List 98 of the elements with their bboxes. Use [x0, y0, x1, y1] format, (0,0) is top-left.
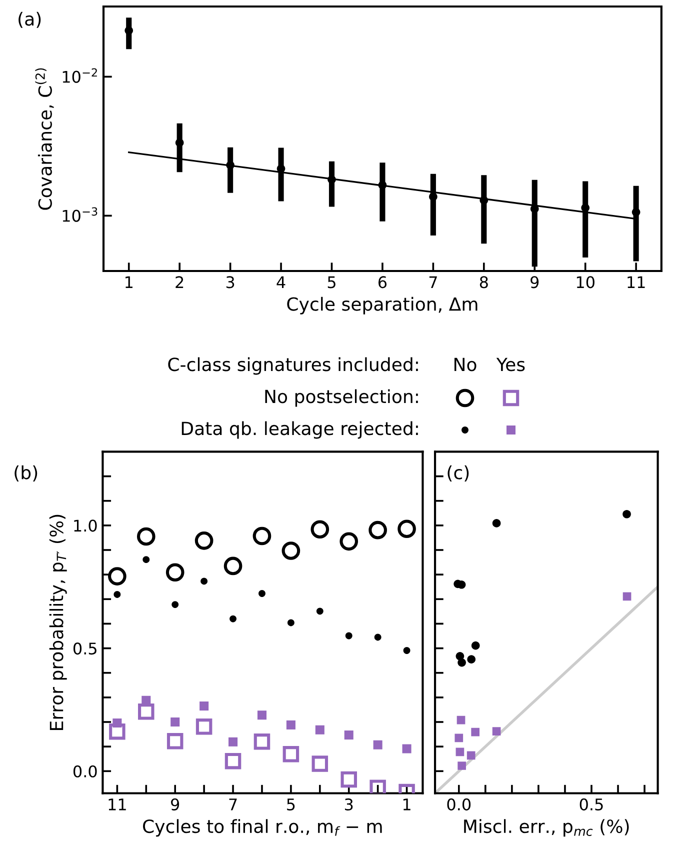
point [344, 730, 354, 740]
point [378, 180, 387, 190]
point [458, 658, 466, 667]
point [142, 556, 150, 564]
point [166, 733, 184, 750]
point [196, 718, 212, 735]
x-axis-title: Cycle separation, Δm [287, 296, 478, 314]
point [252, 526, 272, 546]
y-tick-label: 1.0 [74, 520, 97, 532]
point [429, 192, 438, 201]
point [622, 510, 631, 518]
point [230, 615, 236, 622]
point [224, 752, 242, 770]
point [398, 520, 416, 538]
point [124, 26, 134, 35]
x-tick-label: 6 [378, 276, 387, 288]
y-axis-title: Covariance, C$^{(2)}$ [35, 68, 54, 210]
text: (b) [14, 465, 38, 482]
point [228, 737, 238, 746]
x-tick-label: 11 [108, 798, 126, 810]
y-tick-label: 10$^{−2}$ [62, 68, 97, 83]
point [286, 720, 296, 730]
text: No postselection: [265, 389, 418, 407]
point [454, 734, 464, 742]
point [257, 710, 266, 720]
point [194, 531, 214, 550]
x-tick-label: 3 [345, 798, 353, 810]
x-tick-label: 1 [126, 276, 132, 288]
point [471, 641, 480, 650]
point [581, 204, 590, 212]
y-tick-label: 10$^{−3}$ [62, 207, 98, 222]
x-tick-label: 4 [276, 276, 286, 288]
point [480, 196, 488, 204]
y-tick-label: 0.0 [73, 765, 97, 778]
point [466, 751, 476, 760]
point [370, 780, 386, 794]
point [345, 632, 352, 640]
point [492, 727, 501, 736]
x-tick-label: 10 [576, 276, 594, 288]
point [340, 532, 358, 551]
point [166, 563, 184, 582]
chart-title: (a) [18, 12, 41, 28]
point [310, 520, 330, 539]
x-tick-label: 9 [530, 276, 539, 288]
point [224, 556, 242, 576]
x-tick-label: 0.5 [580, 798, 603, 810]
point [402, 744, 412, 754]
point [471, 728, 480, 736]
y-tick-label: 0.5 [73, 642, 96, 655]
point [315, 725, 324, 734]
text: (c) [448, 465, 469, 482]
point [368, 520, 387, 540]
y-axis-title: Error probability, p$_{T′}$ (%) [49, 514, 67, 730]
point [467, 655, 476, 664]
point [114, 591, 121, 598]
point [403, 647, 410, 654]
x-tick-label: 11 [628, 276, 645, 288]
x-tick-label: 8 [480, 276, 488, 288]
point [340, 771, 357, 788]
point [374, 634, 382, 641]
point [282, 746, 300, 762]
text: No [454, 358, 476, 372]
point [172, 601, 179, 608]
point [109, 723, 126, 740]
x-tick-label: 7 [429, 276, 437, 288]
point [138, 704, 154, 720]
x-tick-label: 3 [226, 276, 234, 288]
point [258, 590, 266, 597]
x-tick-label: 0.0 [447, 798, 471, 810]
point [456, 748, 464, 756]
text: Data qb. leakage rejected: [182, 421, 418, 439]
point [136, 527, 156, 546]
point [622, 592, 632, 601]
point [492, 519, 501, 528]
point [254, 734, 270, 750]
x-tick-label: 9 [171, 798, 180, 810]
point [312, 756, 328, 772]
point [373, 740, 382, 750]
point [458, 762, 466, 770]
point [200, 702, 209, 711]
point [456, 716, 466, 724]
text: C-class signatures included: [168, 357, 418, 375]
x-tick-label: 1 [403, 798, 410, 810]
x-tick-label: 2 [176, 276, 184, 288]
point [175, 138, 184, 147]
x-axis-title: Miscl. err., p$_{mc}$ (%) [464, 819, 629, 837]
point [316, 608, 324, 615]
text: Yes [496, 358, 525, 372]
x-tick-label: 7 [229, 798, 237, 810]
point [282, 542, 300, 560]
point [108, 567, 126, 586]
x-tick-label: 5 [328, 276, 336, 288]
point [632, 208, 640, 216]
x-axis-title: Cycles to final r.o., m$_{f}$ − m [143, 819, 382, 837]
point [287, 619, 294, 626]
x-tick-label: 5 [287, 798, 295, 810]
point [200, 578, 208, 585]
point [170, 717, 180, 727]
